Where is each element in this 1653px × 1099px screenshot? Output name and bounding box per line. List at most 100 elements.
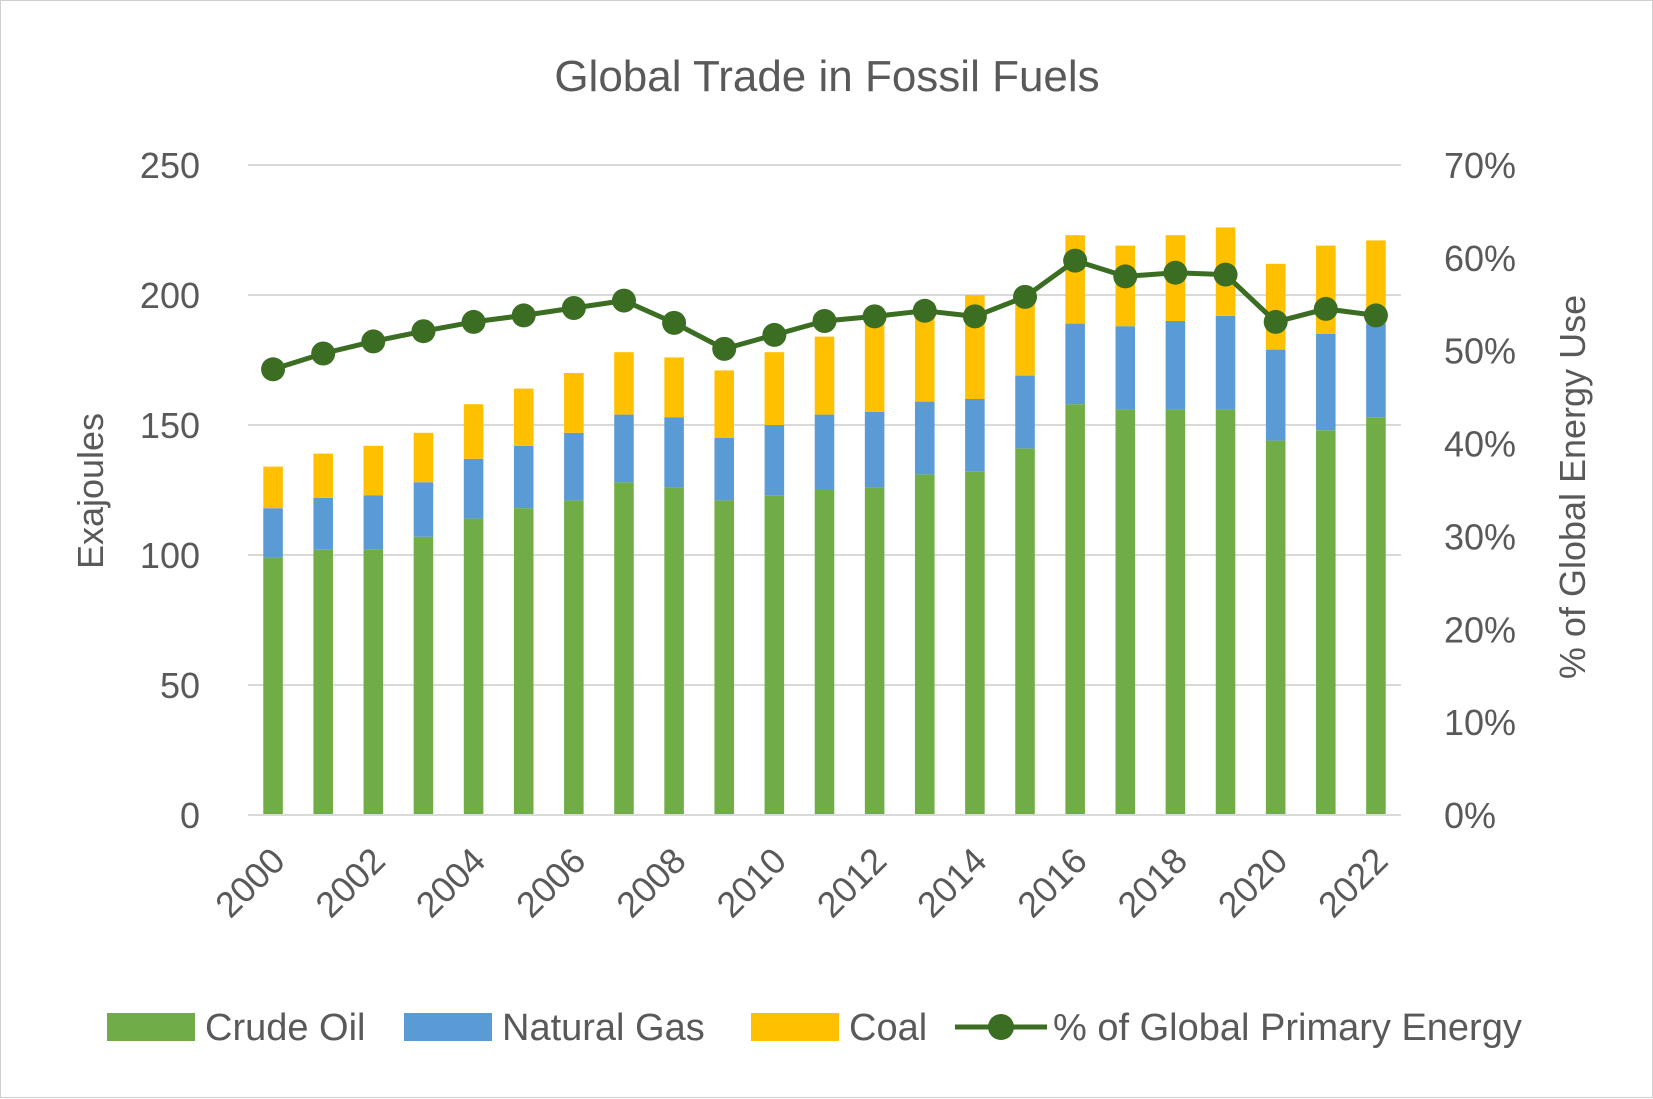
bar-crude-oil (564, 500, 584, 815)
bar-crude-oil (914, 474, 935, 815)
y2-tick-label: 60% (1444, 238, 1516, 279)
bar-coal (363, 445, 384, 496)
bar-crude-oil (714, 500, 735, 815)
bar-natural-gas (513, 445, 534, 509)
line-point (1113, 264, 1138, 289)
line-point (261, 357, 286, 382)
line-point (1213, 262, 1238, 287)
bar-natural-gas (1215, 315, 1236, 410)
bar-crude-oil (1065, 404, 1085, 815)
y-tick-label: 100 (140, 535, 200, 576)
line-series (261, 248, 1388, 382)
y-tick-label: 150 (140, 405, 200, 446)
line-point (962, 304, 987, 329)
bar-natural-gas (764, 425, 785, 496)
bar-crude-oil (1115, 409, 1136, 815)
x-tick-label: 2014 (909, 840, 995, 926)
legend-label: Natural Gas (502, 1007, 705, 1049)
bar-coal (764, 352, 785, 425)
bar-natural-gas (363, 495, 384, 550)
x-tick-label: 2002 (307, 840, 393, 926)
x-tick-label: 2006 (508, 840, 594, 926)
bar-crude-oil (363, 549, 384, 815)
x-tick-label: 2010 (708, 840, 794, 926)
y2-tick-label: 40% (1444, 424, 1516, 465)
legend-label: Crude Oil (205, 1007, 366, 1049)
y2-tick-label: 30% (1444, 516, 1516, 557)
y2-tick-label: 50% (1444, 331, 1516, 372)
bar-natural-gas (714, 438, 735, 501)
bar-natural-gas (413, 482, 434, 537)
line-point (611, 288, 636, 313)
line-point (1013, 284, 1038, 309)
bar-coal (1015, 292, 1035, 376)
line-point (511, 303, 536, 328)
bar-natural-gas (1015, 375, 1035, 449)
bar-coal (614, 352, 634, 415)
bar-coal (263, 466, 283, 509)
bar-crude-oil (1366, 417, 1386, 815)
bar-crude-oil (463, 518, 484, 815)
bar-natural-gas (463, 458, 484, 519)
bar-coal (313, 453, 333, 498)
x-tick-label: 2020 (1210, 840, 1296, 926)
line-point (461, 309, 486, 334)
line-point (1063, 248, 1088, 273)
bar-natural-gas (263, 508, 283, 558)
legend-swatch (751, 1013, 839, 1041)
bar-crude-oil (313, 549, 333, 815)
y2-axis-ticks: 0% 10% 20% 30% 40% 50% 60% 70% (1444, 145, 1516, 836)
legend-swatch (107, 1013, 195, 1041)
bar-crude-oil (1215, 409, 1236, 815)
y2-axis-title: % of Global Energy Use (1552, 295, 1593, 679)
bar-coal (564, 373, 584, 433)
bar-coal (1366, 240, 1386, 324)
bar-natural-gas (965, 399, 985, 472)
bar-coal (1065, 235, 1085, 324)
x-tick-label: 2008 (608, 840, 694, 926)
y-tick-label: 250 (140, 145, 200, 186)
bar-natural-gas (814, 414, 835, 490)
bar-coal (463, 404, 484, 459)
bar-crude-oil (1265, 440, 1286, 815)
y2-tick-label: 0% (1444, 795, 1496, 836)
legend-label: % of Global Primary Energy (1053, 1007, 1522, 1049)
bar-crude-oil (1015, 448, 1035, 815)
x-tick-label: 2018 (1109, 840, 1195, 926)
bar-natural-gas (1065, 323, 1085, 405)
y2-tick-label: 70% (1444, 145, 1516, 186)
line-point (561, 296, 586, 320)
bar-natural-gas (664, 417, 684, 488)
bar-natural-gas (564, 432, 584, 501)
line-point (762, 322, 787, 347)
bar-coal (864, 323, 885, 412)
x-tick-label: 2016 (1009, 840, 1095, 926)
x-tick-label: 2000 (207, 840, 293, 926)
bar-coal (714, 370, 735, 438)
x-tick-label: 2012 (809, 840, 895, 926)
legend-label: Coal (849, 1007, 927, 1049)
bar-crude-oil (413, 536, 434, 815)
bar-natural-gas (614, 414, 634, 483)
bar-coal (664, 357, 684, 418)
line-point (311, 341, 336, 366)
y-axis-ticks: 0 50 100 150 200 250 (140, 145, 200, 836)
bar-crude-oil (965, 471, 985, 815)
bar-crude-oil (664, 487, 684, 815)
bar-coal (814, 336, 835, 415)
legend: Crude Oil Natural Gas Coal % of Global Prim… (107, 1007, 1522, 1049)
line-point (912, 298, 937, 323)
bar-crude-oil (864, 487, 885, 815)
line-point (1163, 260, 1188, 285)
x-tick-label: 2004 (408, 840, 494, 926)
bar-natural-gas (1165, 321, 1186, 410)
y-tick-label: 0 (180, 795, 200, 836)
legend-swatch (404, 1013, 492, 1041)
bar-crude-oil (1316, 430, 1336, 815)
x-tick-label: 2022 (1310, 840, 1396, 926)
y-tick-label: 200 (140, 275, 200, 316)
y2-tick-label: 10% (1444, 702, 1516, 743)
bar-crude-oil (814, 490, 835, 815)
